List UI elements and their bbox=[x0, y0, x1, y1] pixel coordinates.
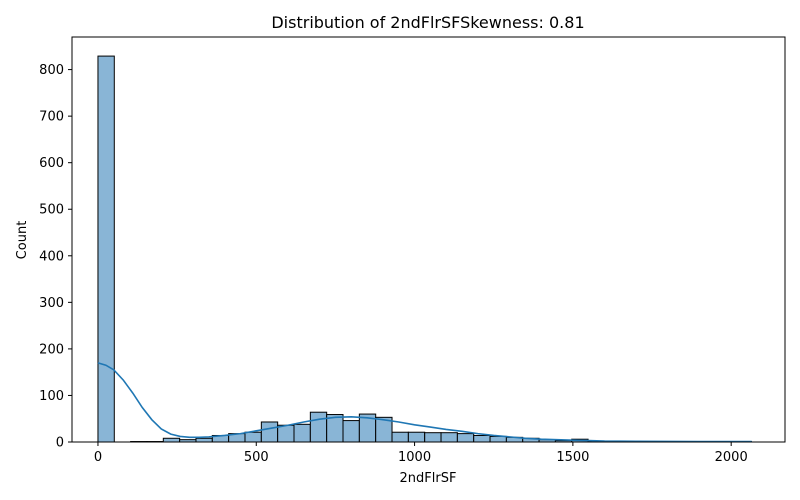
histogram-bar-13 bbox=[309, 411, 328, 443]
histogram-bar-15 bbox=[342, 420, 360, 443]
chart-title: Distribution of 2ndFlrSFSkewness: 0.81 bbox=[271, 13, 584, 32]
bars-group bbox=[97, 55, 752, 443]
histogram-bar-12 bbox=[293, 423, 311, 443]
histogram-bar-21 bbox=[440, 432, 458, 443]
x-tick-label-3: 1500 bbox=[556, 450, 589, 465]
x-tick-label-4: 2000 bbox=[715, 450, 748, 465]
x-axis-label: 2ndFlrSF bbox=[400, 471, 457, 486]
plot-frame bbox=[71, 36, 786, 443]
y-tick-label-6: 600 bbox=[39, 156, 64, 171]
histogram-bar-23 bbox=[473, 434, 491, 443]
histogram-bar-11 bbox=[277, 424, 295, 443]
kde-line bbox=[97, 362, 752, 443]
histogram-bar-6 bbox=[195, 437, 213, 443]
histogram-bar-9 bbox=[244, 431, 262, 443]
x-axis: 0 500 1000 1500 2000 bbox=[94, 442, 748, 465]
histogram-bar-18 bbox=[391, 431, 409, 443]
histogram-bar-10 bbox=[260, 421, 279, 443]
y-tick-label-4: 400 bbox=[39, 249, 64, 264]
histogram-bar-0 bbox=[97, 55, 115, 443]
kde-group bbox=[97, 362, 752, 443]
x-tick-label-0: 0 bbox=[94, 450, 102, 465]
y-tick-label-8: 800 bbox=[39, 63, 64, 78]
histogram-bar-20 bbox=[424, 432, 442, 443]
x-tick-label-2: 1000 bbox=[398, 450, 431, 465]
y-tick-label-0: 0 bbox=[56, 436, 64, 451]
histogram-bar-22 bbox=[456, 433, 475, 443]
y-axis: 0 100 200 300 400 500 600 700 800 bbox=[39, 63, 72, 451]
y-tick-label-7: 700 bbox=[39, 110, 64, 125]
y-tick-label-2: 200 bbox=[39, 342, 64, 357]
histogram-bar-19 bbox=[407, 431, 426, 443]
y-axis-label: Count bbox=[15, 221, 30, 260]
x-tick-label-1: 500 bbox=[244, 450, 269, 465]
histogram-bar-4 bbox=[162, 437, 181, 443]
y-tick-label-3: 300 bbox=[39, 296, 64, 311]
histogram-bar-24 bbox=[489, 435, 507, 443]
y-tick-label-5: 500 bbox=[39, 203, 64, 218]
y-tick-label-1: 100 bbox=[39, 389, 64, 404]
